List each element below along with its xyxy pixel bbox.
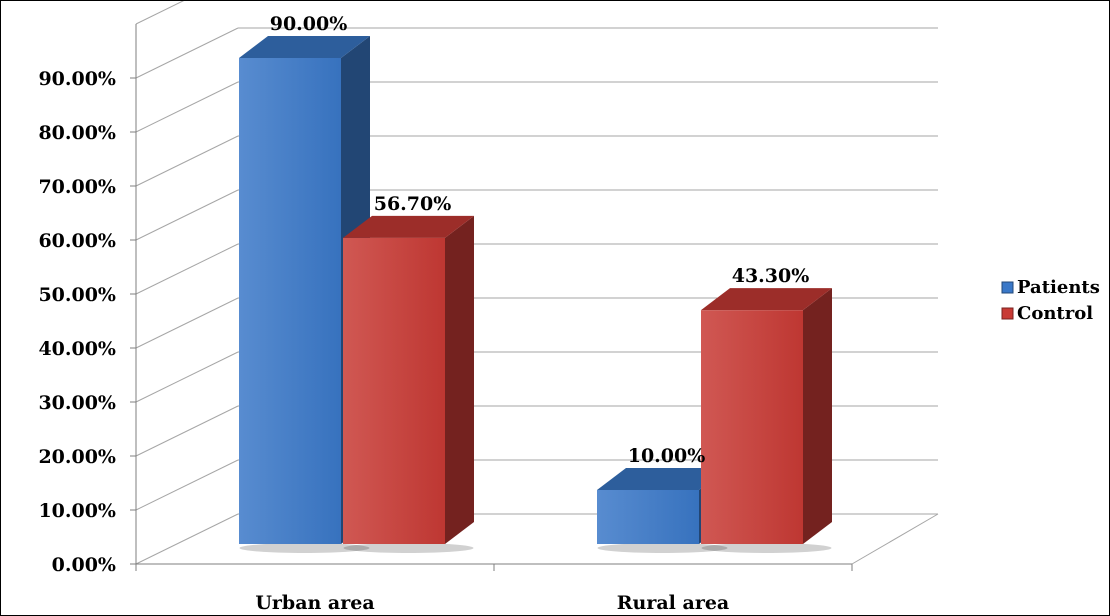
bar-top xyxy=(597,468,728,490)
y-tick-label: 40.00% xyxy=(38,338,116,360)
bar-control-1 xyxy=(701,288,832,553)
bar-shadow xyxy=(239,543,370,553)
data-labels: 90.00% 10.00% 56.70% 43.30% xyxy=(270,13,810,467)
gridline-diagonal xyxy=(135,405,239,457)
gridline-diagonal xyxy=(135,351,239,403)
gridline-diagonal xyxy=(135,513,239,565)
gridline-diagonal xyxy=(135,297,239,349)
gridline-diagonal xyxy=(135,81,239,133)
legend-swatch xyxy=(1001,281,1014,294)
bar-shadow xyxy=(343,543,474,553)
bar-patients-0 xyxy=(239,36,370,553)
bar-front xyxy=(343,237,445,544)
bar-side xyxy=(803,288,832,544)
bar-front xyxy=(597,490,699,544)
y-tick-label: 0.00% xyxy=(52,554,116,576)
gridline-diagonal xyxy=(135,243,239,295)
legend-label: Control xyxy=(1017,303,1093,324)
legend-label: Patients xyxy=(1017,277,1100,298)
legend-item-control: Control xyxy=(1001,303,1093,324)
gridline-diagonal xyxy=(135,135,239,187)
bar-side xyxy=(445,215,474,544)
y-tick-label: 10.00% xyxy=(38,500,116,522)
bar-top xyxy=(239,36,370,58)
bars xyxy=(239,36,832,553)
y-tick-label: 90.00% xyxy=(38,68,116,90)
legend-swatch xyxy=(1001,307,1014,320)
y-axis-ticks: 0.00% 10.00% 20.00% 30.00% 40.00% 50.00% 60.00… xyxy=(38,68,136,576)
gridline-diagonal xyxy=(135,459,239,511)
bar-shadow xyxy=(597,543,728,553)
bar-front xyxy=(701,310,803,544)
bar-shadow xyxy=(701,543,832,553)
gridline-diagonal xyxy=(135,189,239,241)
data-label-patients-0: 90.00% xyxy=(270,13,348,35)
y-tick-label: 30.00% xyxy=(38,392,116,414)
y-tick-label: 20.00% xyxy=(38,446,116,468)
data-label-patients-1: 10.00% xyxy=(628,445,706,467)
legend: Patients Control xyxy=(1001,277,1100,324)
y-tick-label: 80.00% xyxy=(38,122,116,144)
y-tick-label: 50.00% xyxy=(38,284,116,306)
y-tick-label: 70.00% xyxy=(38,176,116,198)
bar-top xyxy=(701,288,832,311)
gridline-diagonal xyxy=(135,27,239,79)
category-label: Rural area xyxy=(617,592,729,614)
gridline-diagonal xyxy=(135,1,185,25)
category-labels: Urban area Rural area xyxy=(255,592,729,614)
bar-top xyxy=(343,215,474,238)
y-tick-label: 60.00% xyxy=(38,230,116,252)
bar-front xyxy=(239,58,341,544)
legend-item-patients: Patients xyxy=(1001,277,1100,298)
floor-right-edge xyxy=(851,513,939,565)
data-label-control-0: 56.70% xyxy=(374,193,452,215)
category-label: Urban area xyxy=(255,592,374,614)
data-label-control-1: 43.30% xyxy=(732,265,810,287)
bar-control-0 xyxy=(343,215,474,553)
